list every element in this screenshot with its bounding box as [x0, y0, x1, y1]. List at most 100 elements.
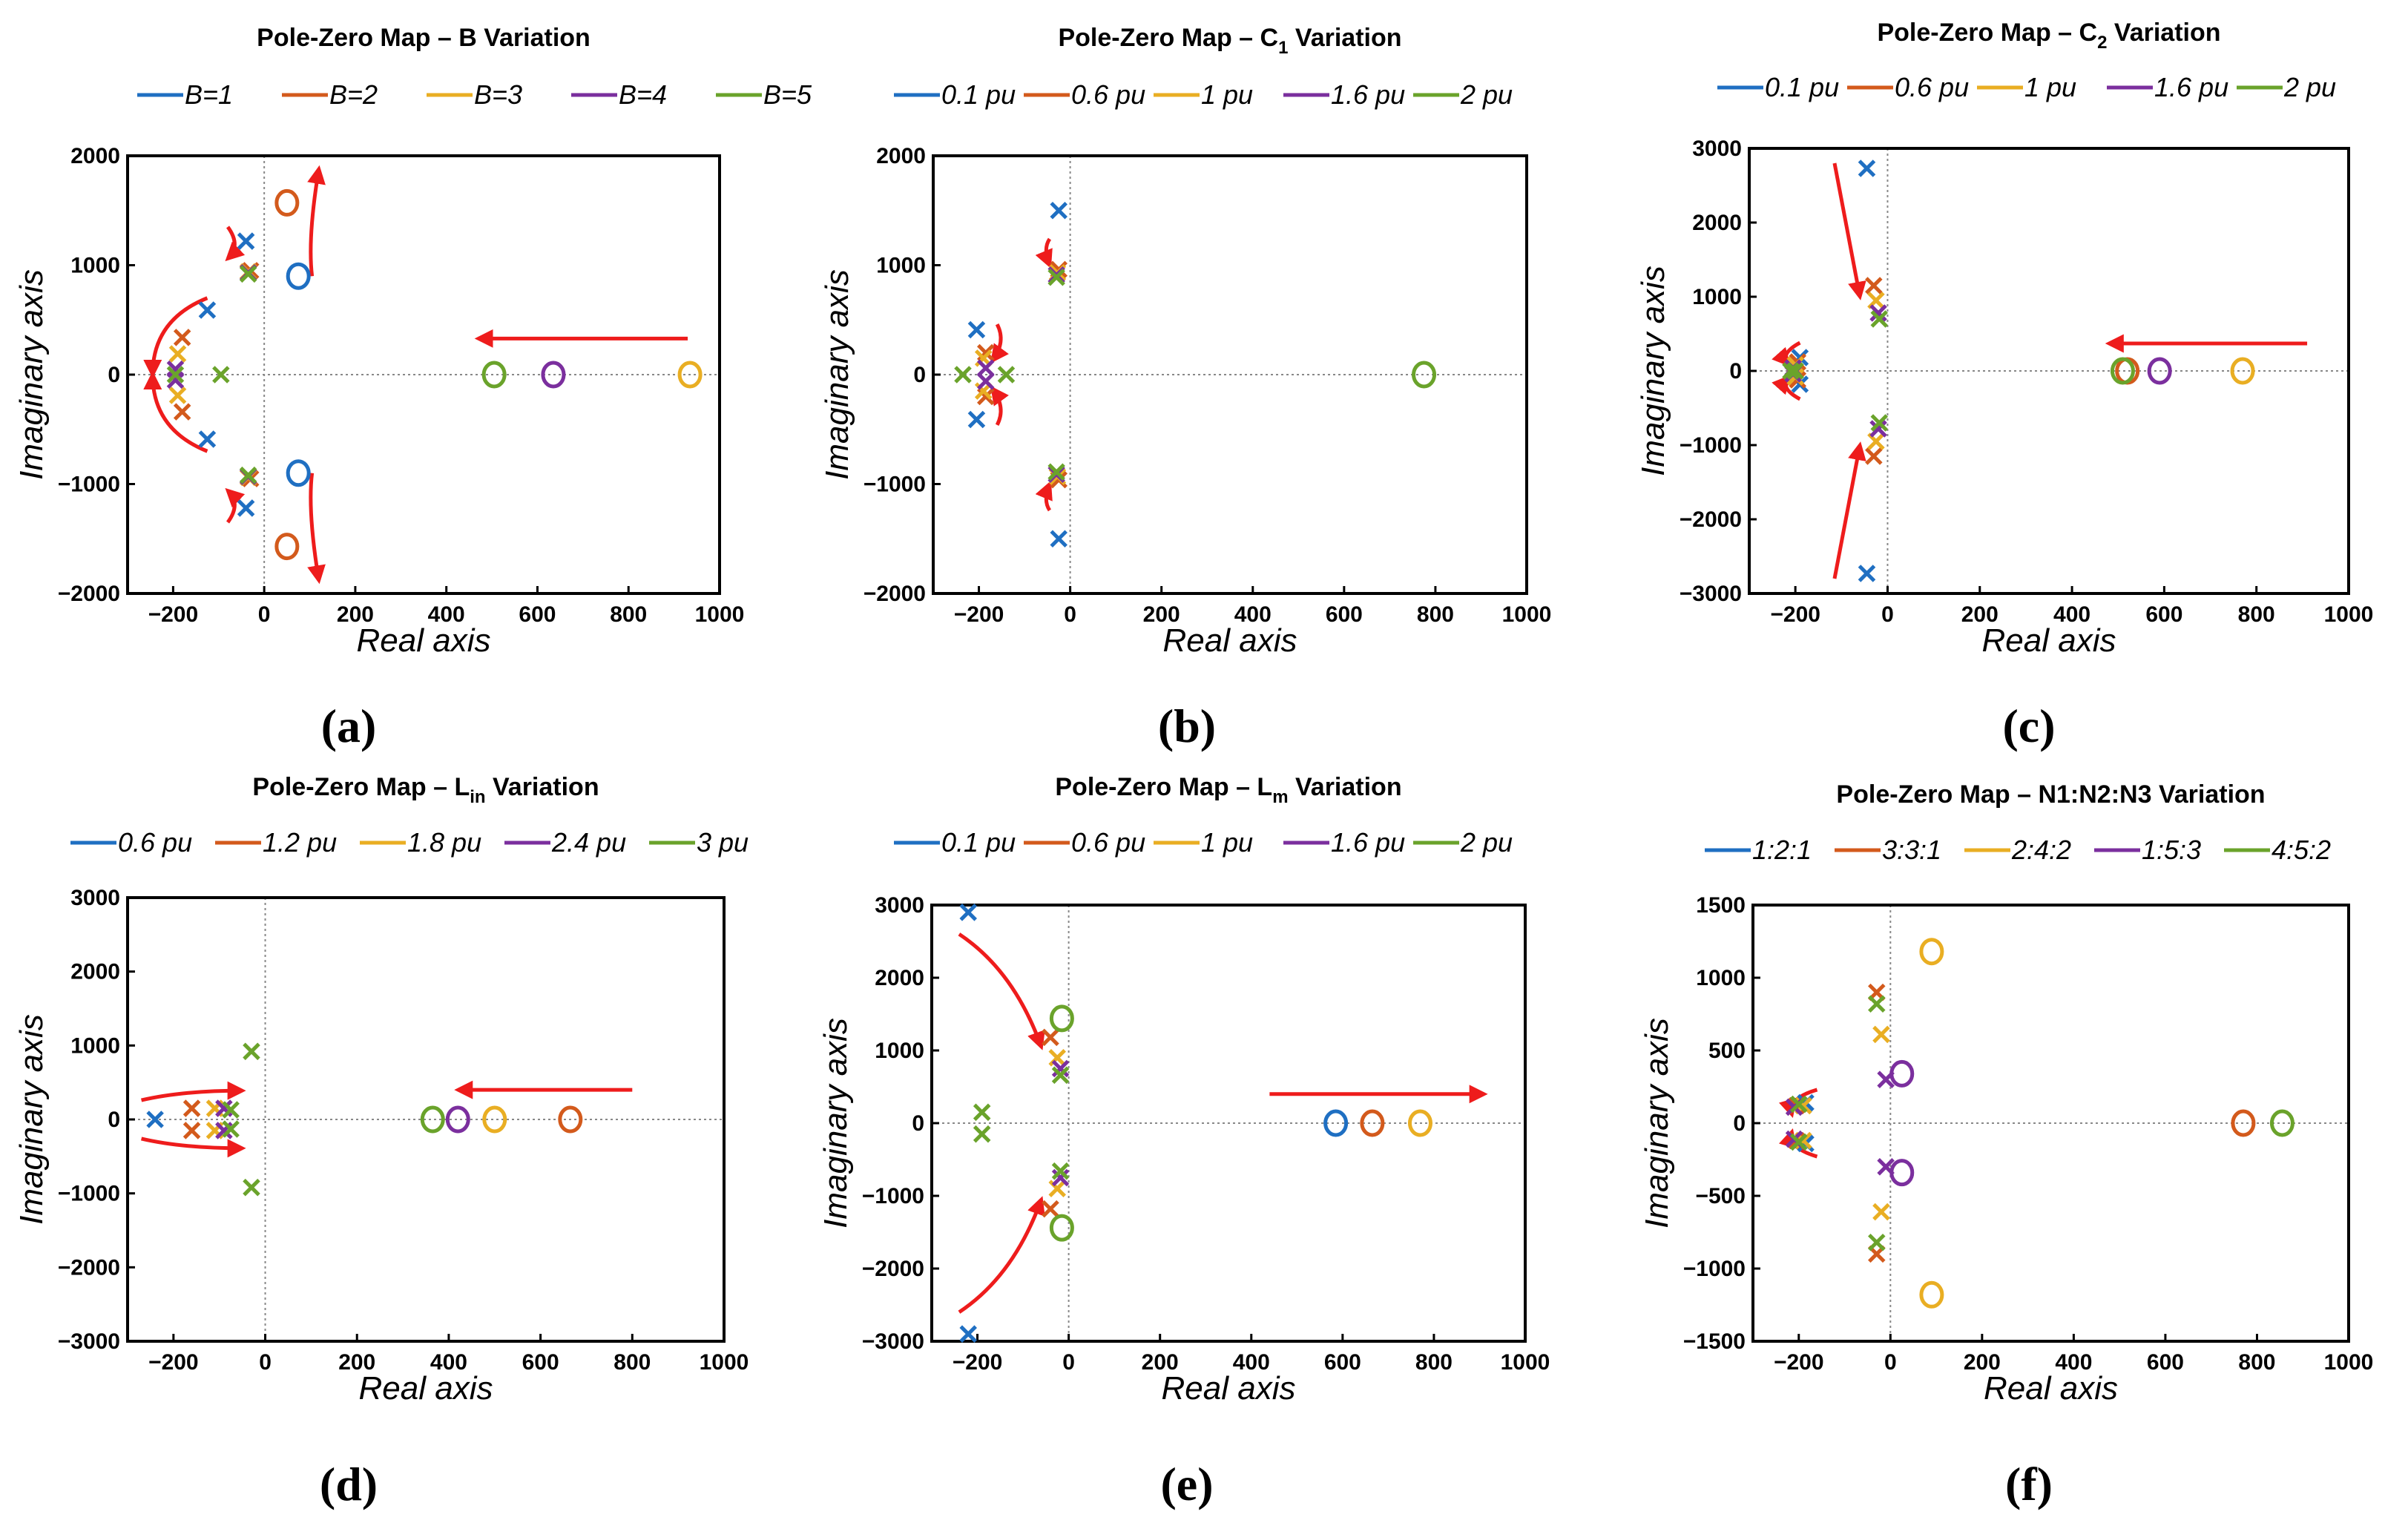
locus-arrow-2 [140, 1081, 246, 1102]
legend-label-5: 2 pu [2283, 72, 2336, 102]
legend: 0.1 pu 0.6 pu 1 pu 1.6 pu 2 pu [894, 79, 1513, 110]
x-tick-label: 800 [1417, 602, 1454, 627]
pole-marker [1042, 1200, 1059, 1218]
x-tick-label: 1000 [2324, 1350, 2374, 1375]
x-tick-label: 1000 [1502, 602, 1552, 627]
legend-label-2: 0.6 pu [1895, 72, 1969, 102]
y-tick-label: 2000 [70, 960, 120, 984]
locus-arrow-1 [1035, 237, 1053, 269]
chart-panel-6: Pole-Zero Map – N1:N2:N3 Variation 1:2:1 3… [1639, 780, 2373, 1510]
x-tick-label: 200 [1143, 602, 1180, 627]
y-tick-label: 2000 [1692, 211, 1742, 235]
pole-marker [1858, 159, 1876, 177]
x-tick-label: 600 [2147, 1350, 2184, 1375]
pole-marker [977, 359, 995, 377]
y-tick-label: 1000 [70, 254, 120, 278]
y-tick-label: 1000 [875, 1039, 924, 1063]
pole-marker [1868, 1233, 1886, 1251]
pole-marker [967, 410, 986, 429]
locus-arrow-2 [1035, 480, 1053, 512]
locus-arrow-7 [307, 473, 326, 585]
x-tick-label: 800 [1415, 1350, 1453, 1375]
legend-label-2: 1.2 pu [263, 827, 337, 858]
pole-marker [1790, 1133, 1808, 1151]
x-tick-label: 800 [610, 602, 647, 627]
legend: 0.1 pu 0.6 pu 1 pu 1.6 pu 2 pu [1717, 72, 2336, 102]
y-tick-label: −1500 [1683, 1329, 1746, 1354]
chart-panel-2: Pole-Zero Map – C1 Variation 0.1 pu 0.6 pu… [819, 24, 1551, 752]
y-tick-label: −2000 [862, 1257, 924, 1281]
y-tick-label: 1500 [1696, 893, 1746, 918]
chart-title: Pole-Zero Map – Lin Variation [252, 773, 599, 807]
legend-label-3: 1 pu [1201, 827, 1253, 858]
legend-label-5: 3 pu [697, 827, 749, 858]
zero-marker [286, 262, 311, 290]
locus-arrow-3 [143, 371, 208, 453]
legend-label-5: 4:5:2 [2272, 835, 2331, 865]
legend-label-3: B=3 [474, 79, 522, 110]
x-tick-label: 0 [258, 602, 271, 627]
pole-marker [973, 1103, 991, 1122]
x-tick-label: 200 [1961, 602, 1999, 627]
pole-marker [243, 1178, 260, 1197]
x-axis-label: Real axis [1984, 1370, 2118, 1407]
zero-marker [1412, 361, 1437, 389]
pole-marker [1867, 432, 1885, 450]
pole-marker [967, 320, 986, 339]
x-tick-label: 200 [337, 602, 374, 627]
chart-panel-3: Pole-Zero Map – C2 Variation 0.1 pu 0.6 pu… [1635, 19, 2373, 752]
legend-label-2: 0.6 pu [1071, 79, 1145, 110]
y-tick-label: 0 [913, 363, 926, 387]
x-tick-label: 1000 [2324, 602, 2374, 627]
pole-marker [173, 403, 191, 421]
zero-marker [1407, 1109, 1432, 1137]
x-tick-label: 200 [338, 1350, 375, 1375]
locus-arrow-3 [990, 323, 1009, 364]
y-tick-label: 2000 [875, 966, 924, 990]
y-tick-label: 1000 [1692, 285, 1742, 309]
zero-marker [1360, 1109, 1385, 1137]
zero-marker [286, 459, 311, 487]
zero-marker [1323, 1109, 1349, 1137]
y-tick-label: 3000 [875, 893, 924, 918]
x-tick-label: 400 [430, 1350, 467, 1375]
y-tick-label: 0 [108, 363, 120, 387]
locus-arrow-4 [225, 226, 246, 262]
pole-marker [182, 1099, 201, 1117]
pole-marker [1051, 1066, 1070, 1085]
zero-marker [1049, 1214, 1074, 1242]
pole-marker [1051, 1162, 1070, 1180]
pole-marker [1051, 1168, 1070, 1187]
zero-marker [677, 361, 703, 389]
x-tick-label: −200 [148, 1350, 199, 1375]
pole-marker [1869, 304, 1887, 322]
pole-marker [1869, 420, 1887, 438]
y-tick-label: 0 [912, 1111, 924, 1136]
x-axis-label: Real axis [359, 1370, 493, 1407]
zero-marker [482, 1105, 507, 1134]
pole-marker [1867, 292, 1885, 309]
pole-marker [166, 371, 185, 389]
x-tick-label: 1000 [1501, 1350, 1550, 1375]
legend-label-1: B=1 [185, 79, 233, 110]
pole-marker [212, 366, 230, 384]
legend-label-3: 2:4:2 [2011, 835, 2071, 865]
zero-marker [445, 1105, 470, 1134]
pole-marker [1050, 201, 1068, 220]
y-tick-label: −3000 [862, 1329, 924, 1354]
y-tick-label: −2000 [58, 1255, 120, 1280]
pole-marker [1050, 530, 1068, 548]
locus-arrow-2 [958, 932, 1045, 1050]
chart-title: Pole-Zero Map – C2 Variation [1877, 19, 2220, 53]
y-tick-label: 500 [1708, 1039, 1746, 1063]
pole-marker [977, 372, 995, 390]
x-tick-label: 0 [1881, 602, 1894, 627]
pole-marker [1782, 362, 1800, 380]
x-tick-label: 600 [519, 602, 556, 627]
locus-arrow-3 [1832, 441, 1866, 579]
pole-marker [1870, 414, 1889, 432]
legend-label-2: B=2 [329, 79, 378, 110]
